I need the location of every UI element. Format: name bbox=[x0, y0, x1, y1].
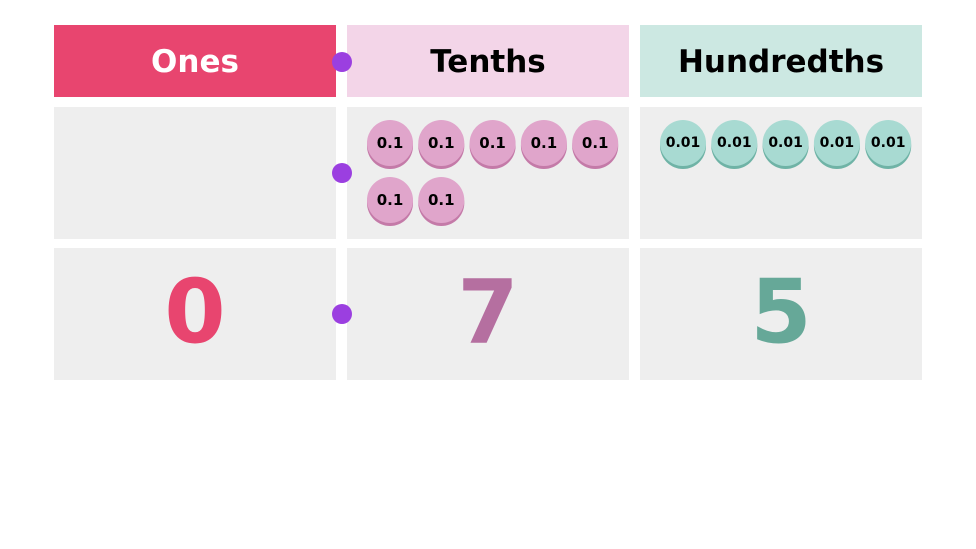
digit: 5 bbox=[750, 261, 811, 364]
counter bbox=[367, 177, 413, 223]
counter-label: 0.01 bbox=[820, 135, 855, 151]
counter bbox=[367, 120, 413, 166]
counter-label: 0.1 bbox=[531, 134, 558, 152]
decimal-dot bbox=[332, 304, 352, 324]
counter-label: 0.01 bbox=[871, 135, 906, 151]
digit: 7 bbox=[457, 261, 518, 364]
counter-cell bbox=[54, 107, 336, 239]
header-cell bbox=[347, 25, 629, 97]
digit: 0 bbox=[164, 261, 225, 364]
counter-label: 0.01 bbox=[717, 135, 752, 151]
counter bbox=[711, 120, 758, 166]
digit-cell bbox=[54, 248, 336, 380]
decimal-dot bbox=[332, 163, 352, 183]
counter-label: 0.01 bbox=[768, 135, 803, 151]
header-cell bbox=[640, 25, 922, 97]
column-header: Hundredths bbox=[678, 44, 884, 80]
counter bbox=[762, 120, 809, 166]
counter-label: 0.01 bbox=[666, 135, 701, 151]
counter bbox=[660, 120, 706, 166]
counter bbox=[520, 120, 567, 166]
counter bbox=[813, 120, 860, 166]
counter bbox=[469, 120, 516, 166]
counter bbox=[418, 177, 465, 223]
counter bbox=[572, 120, 619, 166]
header-cell bbox=[54, 25, 336, 97]
counter bbox=[418, 120, 465, 166]
counter-label: 0.1 bbox=[582, 134, 609, 152]
counter-label: 0.1 bbox=[479, 134, 506, 152]
digit-cell bbox=[347, 248, 629, 380]
counter-label: 0.1 bbox=[377, 134, 404, 152]
counter-label: 0.1 bbox=[428, 191, 455, 209]
column-header: Tenths bbox=[430, 44, 545, 80]
counter-label: 0.1 bbox=[377, 191, 404, 209]
counter-label: 0.1 bbox=[428, 134, 455, 152]
digit-cell bbox=[640, 248, 922, 380]
decimal-dot bbox=[332, 52, 352, 72]
counter bbox=[865, 120, 912, 166]
column-header: Ones bbox=[151, 44, 239, 80]
